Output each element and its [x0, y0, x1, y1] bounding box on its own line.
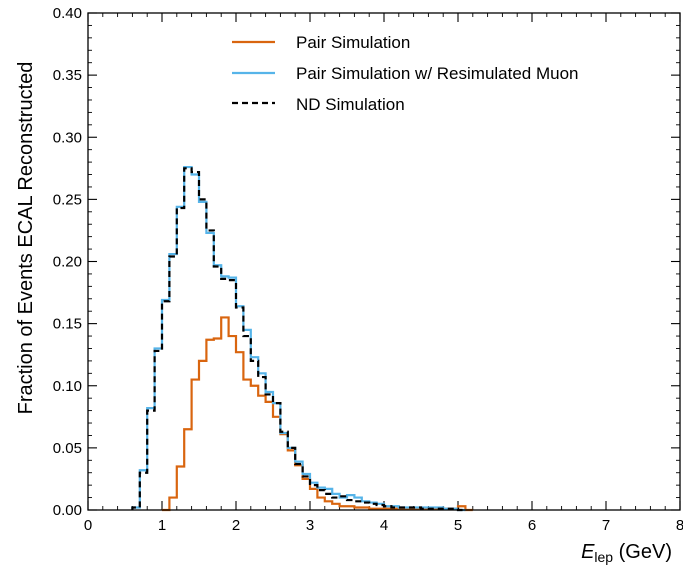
series-pair-simulation: [162, 316, 473, 512]
y-tick-label: 0.15: [53, 316, 82, 333]
x-tick-label: 6: [528, 517, 536, 534]
series-nd-simulation: [131, 167, 466, 512]
y-axis-label: Fraction of Events ECAL Reconstructed: [15, 62, 37, 415]
plot-area-frame: [87, 12, 681, 511]
series-pair-simulation-resimulated-muon: [131, 165, 466, 512]
histogram-series: [131, 165, 473, 512]
x-tick-label: 7: [602, 517, 610, 534]
legend: Pair Simulation Pair Simulation w/ Resim…: [232, 33, 579, 114]
x-tick-label: 2: [232, 517, 240, 534]
y-tick-label: 0.30: [53, 129, 82, 146]
x-axis-label-main: E: [581, 541, 595, 563]
x-axis-label: Elep (GeV): [581, 541, 672, 565]
y-tick-label: 0.10: [53, 378, 82, 395]
x-axis-label-unit: (GeV): [613, 541, 672, 563]
y-tick-label: 0.35: [53, 67, 82, 84]
x-tick-label: 8: [676, 517, 683, 534]
x-tick-label: 5: [454, 517, 462, 534]
x-tick-label: 0: [84, 517, 92, 534]
y-tick-label: 0.40: [53, 5, 82, 22]
x-tick-label: 3: [306, 517, 314, 534]
y-tick-label: 0.25: [53, 191, 82, 208]
legend-label-pair-simulation: Pair Simulation: [296, 33, 410, 52]
legend-label-resimulated-muon: Pair Simulation w/ Resimulated Muon: [296, 64, 579, 83]
legend-label-nd-simulation: ND Simulation: [296, 95, 405, 114]
x-tick-label: 1: [158, 517, 166, 534]
y-tick-label: 0.05: [53, 440, 82, 457]
axis-ticks: 0 1 2 3 4 5 6 7 8 0.00 0.05 0.10 0.15 0.20 0.25 0.30 0.3…: [53, 5, 683, 534]
y-tick-label: 0.00: [53, 502, 82, 519]
y-tick-label: 0.20: [53, 254, 82, 271]
x-tick-label: 4: [380, 517, 388, 534]
x-axis-label-subscript: lep: [594, 549, 613, 565]
